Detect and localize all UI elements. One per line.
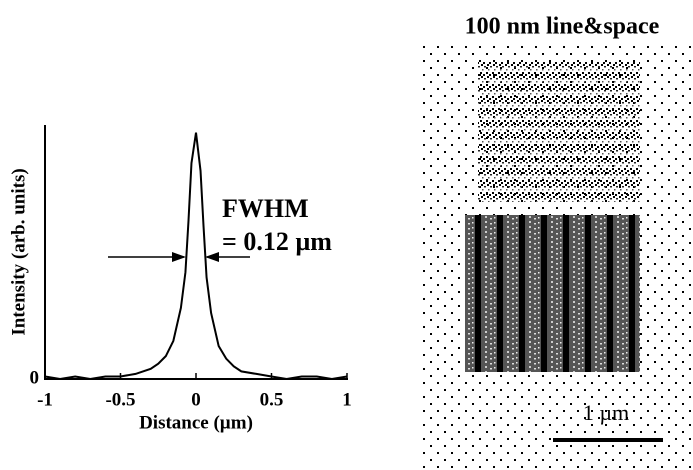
fwhm-arrows [108, 252, 250, 262]
horizontal-lines [478, 62, 640, 202]
vertical-lines [465, 215, 640, 372]
scale-bar-label: 1 µm [583, 400, 629, 425]
annotation: = 0.12 µm [222, 227, 332, 256]
x-tick-label: 0 [191, 389, 201, 410]
y-tick-label: 0 [30, 367, 40, 388]
intensity-line [44, 132, 348, 381]
y-axis-label: Intensity (arb. units) [8, 168, 29, 335]
x-tick-label: 0.5 [260, 389, 284, 410]
scale-bar [553, 438, 663, 442]
sem-image: 1 µm [422, 45, 693, 470]
image-title: 100 nm line&space [465, 14, 660, 40]
x-tick-label: -0.5 [105, 389, 135, 410]
x-tick-label: 1 [342, 389, 352, 410]
annotation: FWHM [222, 194, 309, 223]
x-tick-label: -1 [37, 389, 53, 410]
x-axis-label: Distance (µm) [139, 412, 253, 433]
